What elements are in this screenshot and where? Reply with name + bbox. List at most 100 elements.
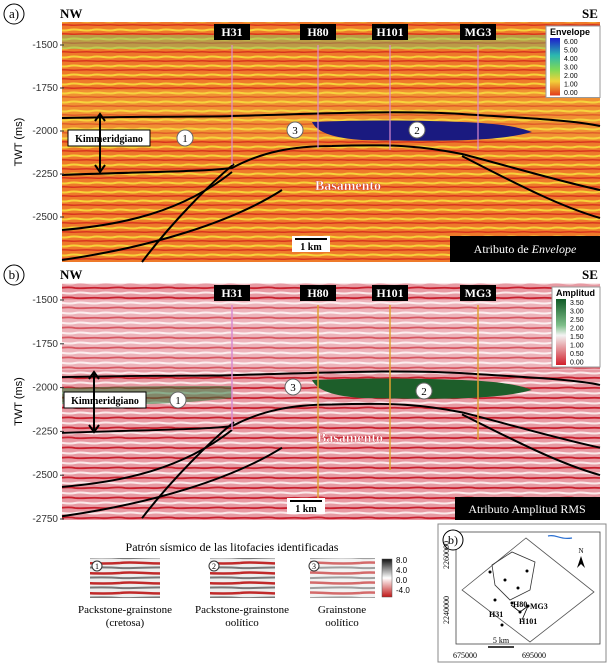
map-well-label: H101 (519, 617, 537, 626)
scale-label: 1 km (300, 242, 322, 253)
direction-left: NW (60, 267, 82, 282)
colorbar (556, 299, 566, 365)
facies-marker-label: 2 (212, 562, 216, 571)
colorbar-label: 2.00 (564, 73, 578, 80)
zone-marker (286, 121, 304, 139)
map-frame (437, 523, 607, 663)
well-label: H31 (221, 286, 242, 300)
well-label: H31 (221, 25, 242, 39)
colorbar-label: 0.00 (570, 360, 584, 367)
texture-band (62, 300, 600, 370)
well-lines (231, 45, 479, 165)
facies-marker (91, 560, 103, 572)
map-x-tick: 695000 (522, 651, 546, 660)
map-y-tick: 2240000 (442, 596, 451, 624)
colorbar-label: 2.00 (570, 326, 584, 333)
formation-label: Kimmeridgiano (75, 134, 143, 145)
attribute-box (455, 497, 600, 520)
attribute-box (450, 236, 600, 262)
colorbar-label: 3.00 (564, 65, 578, 72)
facies-marker-label: 1 (95, 562, 99, 571)
facies-detail: (cretosa) (106, 617, 145, 629)
well-tag (460, 24, 496, 40)
map-badge (442, 529, 464, 551)
map-y-tick: 2260000 (442, 541, 451, 569)
north-arrow (577, 556, 585, 568)
survey-outline (461, 537, 595, 643)
y-tick-label: -2250 (32, 169, 58, 180)
well-label: H80 (307, 25, 328, 39)
well-label: H101 (376, 286, 403, 300)
well-label: H80 (307, 286, 328, 300)
facies-name: Packstone-grainstone (78, 604, 172, 616)
zone-label: 2 (421, 386, 427, 398)
y-tick-label: -1500 (32, 295, 58, 306)
zone-marker (415, 382, 433, 400)
colorbar-label: 1.00 (564, 82, 578, 89)
y-tick-label: -2250 (32, 426, 58, 437)
facies-scale-label: -4.0 (396, 586, 410, 595)
well-label: MG3 (465, 286, 492, 300)
zone-label: 1 (182, 133, 188, 145)
y-tick-label: -2500 (32, 212, 58, 223)
zone-marker (408, 121, 426, 139)
facies-scale-label: 8.0 (396, 556, 408, 565)
direction-right: SE (582, 6, 598, 21)
zone-marker (284, 378, 302, 396)
colorbar-label: 6.00 (564, 39, 578, 46)
thickness-arrow (94, 112, 106, 174)
well-lines (231, 305, 479, 500)
facies-scale-label: 4.0 (396, 566, 408, 575)
colorbar-label: 1.00 (570, 343, 584, 350)
map-scale-label: 5 km (493, 636, 510, 645)
map-well-label: MG3 (530, 602, 548, 611)
facies-detail: oolítico (225, 617, 259, 629)
colorbar-label: 2.50 (570, 317, 584, 324)
y-tick-label: -2750 (32, 514, 58, 525)
y-tick-label: -2000 (32, 383, 58, 394)
facies-name: Packstone-grainstone (195, 604, 289, 616)
facies-swatch (310, 558, 375, 598)
zone-label: 3 (290, 382, 296, 394)
colorbar (550, 38, 560, 96)
y-tick-label: -1750 (32, 83, 58, 94)
map-well-label: H31 (489, 610, 503, 619)
attribute-emphasis: Envelope (531, 242, 577, 256)
formation-label: Kimmeridgiano (71, 396, 139, 407)
facies-title: Patrón sísmico de las litofacies identif… (126, 540, 339, 554)
colorbar-label: 0.50 (570, 351, 584, 358)
zone-label: 3 (292, 125, 298, 137)
well-label: H101 (376, 25, 403, 39)
zone-label: 1 (175, 395, 181, 407)
colorbar-label: 3.50 (570, 300, 584, 307)
facies-scale-label: 0.0 (396, 576, 408, 585)
well-tag (214, 285, 250, 301)
y-tick-label: -2500 (32, 470, 58, 481)
colorbar-title: Envelope (550, 27, 590, 37)
colorbar-label: 4.00 (564, 56, 578, 63)
well-tag (372, 24, 408, 40)
colorbar-title: Amplitud (556, 288, 595, 298)
facies-marker (208, 560, 220, 572)
seismic-section-a (62, 22, 600, 262)
panel-badge (3, 3, 25, 25)
zone-marker (176, 129, 194, 147)
scale-label: 1 km (295, 504, 317, 515)
y-axis-title: TWT (ms) (13, 377, 25, 426)
formation-box (67, 129, 151, 147)
map-label: b) (448, 533, 458, 547)
panel-label: b) (9, 267, 20, 282)
colorbar-label: 5.00 (564, 48, 578, 55)
panel-label: a) (9, 6, 19, 21)
attribute-label: Atributo Amplitud RMS (468, 502, 585, 516)
map-x-tick: 675000 (453, 651, 477, 660)
zone-marker (169, 391, 187, 409)
colorbar-label: 1.50 (570, 334, 584, 341)
facies-swatch (210, 558, 275, 598)
field-outline (491, 551, 536, 601)
colorbar-label: 3.00 (570, 309, 584, 316)
y-axis-title: TWT (ms) (13, 118, 25, 167)
well-tag (300, 24, 336, 40)
basement-label: Basamento (317, 431, 383, 446)
